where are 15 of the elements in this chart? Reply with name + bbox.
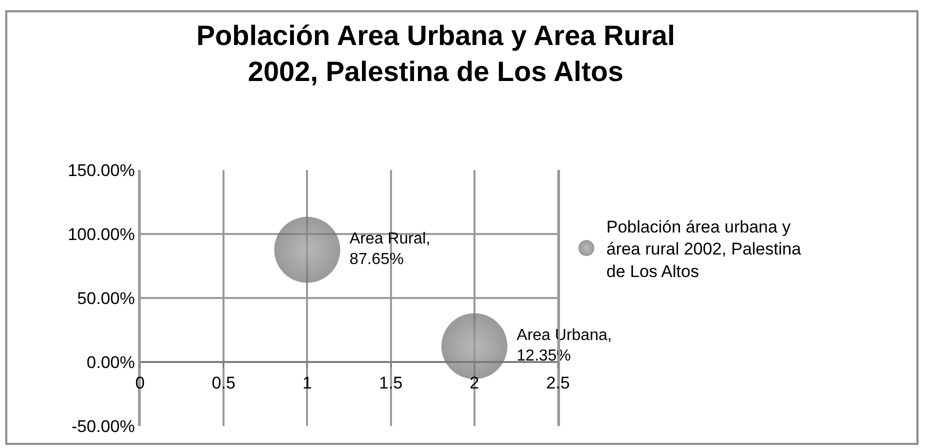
x-tick-label: 2 bbox=[470, 373, 480, 392]
x-tick-label: 1 bbox=[302, 373, 312, 392]
y-tick-label: -50.00% bbox=[72, 416, 135, 436]
x-tick-label: 0 bbox=[135, 373, 145, 392]
data-label: Area Urbana, 12.35% bbox=[516, 326, 612, 365]
legend-label: Población área urbana y área rural 2002, Palestina de Los Altos bbox=[606, 218, 802, 281]
y-tick-label: 50.00% bbox=[77, 288, 135, 308]
x-tick-label: 1.5 bbox=[378, 373, 403, 392]
y-tick-label: 0.00% bbox=[86, 352, 135, 372]
y-tick-label: 100.00% bbox=[68, 224, 135, 244]
chart-title: Población Area Urbana y Area Rural 2002, Palestina de Los Altos bbox=[196, 20, 676, 88]
x-tick-label: 2.5 bbox=[546, 373, 570, 392]
data-label: Area Rural, 87.65% bbox=[349, 230, 430, 268]
x-tick-label: 0.5 bbox=[212, 373, 236, 392]
y-tick-label: 150.00% bbox=[68, 160, 135, 180]
